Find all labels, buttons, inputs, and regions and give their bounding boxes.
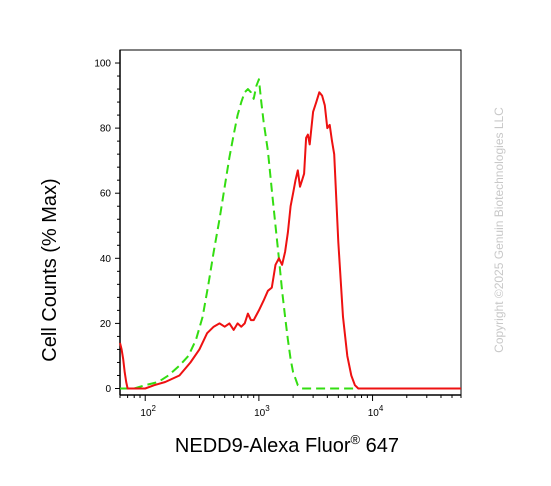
y-tick-label: 100 bbox=[94, 59, 111, 70]
y-tick-label: 40 bbox=[100, 254, 112, 265]
series-layer bbox=[119, 78, 461, 390]
y-tick-label: 0 bbox=[105, 384, 111, 395]
histogram-line-solid-red bbox=[119, 91, 461, 390]
x-axis-ticks: 102 103 104 bbox=[119, 395, 462, 419]
plot-frame bbox=[119, 49, 462, 396]
copyright-watermark: Copyright ©2025 Genuin Biotechnologies L… bbox=[492, 107, 506, 353]
y-tick-label: 80 bbox=[100, 124, 112, 135]
x-tick-label: 103 bbox=[254, 404, 270, 419]
y-axis-ticks: 0 20 40 60 80 100 bbox=[94, 59, 120, 395]
x-axis-title-suffix: 647 bbox=[360, 435, 399, 457]
histogram-line-dashed-green bbox=[120, 78, 461, 390]
x-tick-label: 104 bbox=[368, 404, 384, 419]
y-axis-title: Cell Counts (% Max) bbox=[39, 178, 61, 361]
x-axis-title-main: NEDD9-Alexa Fluor bbox=[175, 435, 351, 457]
x-axis-title-registered-mark: ® bbox=[351, 432, 361, 447]
y-tick-label: 20 bbox=[100, 319, 112, 330]
x-axis-title: NEDD9-Alexa Fluor® 647 bbox=[175, 432, 399, 457]
y-tick-label: 60 bbox=[100, 189, 112, 200]
x-tick-label: 102 bbox=[140, 404, 156, 419]
